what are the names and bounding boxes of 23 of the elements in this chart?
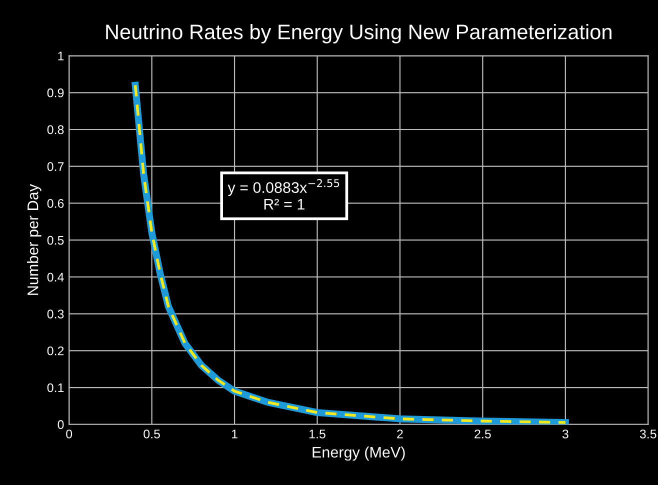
x-tick-label: 0 xyxy=(66,430,72,438)
y-tick-label: 0.1 xyxy=(47,383,64,392)
y-tick-label: 0.3 xyxy=(47,310,64,318)
x-tick-label: 3.5 xyxy=(640,430,656,438)
y-tick-label: 0.2 xyxy=(47,346,64,356)
y-tick-label: 0.8 xyxy=(47,125,64,134)
x-tick-label: 2.5 xyxy=(474,430,491,438)
y-axis-title: Number per Day xyxy=(27,184,42,295)
x-tick-label: 1 xyxy=(232,430,238,438)
chart-title: Neutrino Rates by Energy Using New Parameterization xyxy=(106,24,612,44)
annotation: y = 0.0883x$^{−2.55}$ R² = 1 xyxy=(228,179,340,210)
y-tick-label: 0.7 xyxy=(47,162,64,172)
x-tick-label: 1.5 xyxy=(310,430,326,438)
y-tick-label: 0.5 xyxy=(47,236,64,245)
y-tick-label: 0 xyxy=(58,420,64,430)
x-axis-title: Energy (MeV) xyxy=(312,446,405,461)
y-tick-label: 0.9 xyxy=(47,88,64,98)
x-tick-label: 0.5 xyxy=(144,430,160,438)
x-tick-label: 2 xyxy=(397,430,403,438)
y-tick-label: 1 xyxy=(58,52,64,60)
y-tick-label: 0.4 xyxy=(47,272,64,282)
x-tick-label: 3 xyxy=(562,430,568,438)
y-tick-label: 0.6 xyxy=(47,199,64,208)
